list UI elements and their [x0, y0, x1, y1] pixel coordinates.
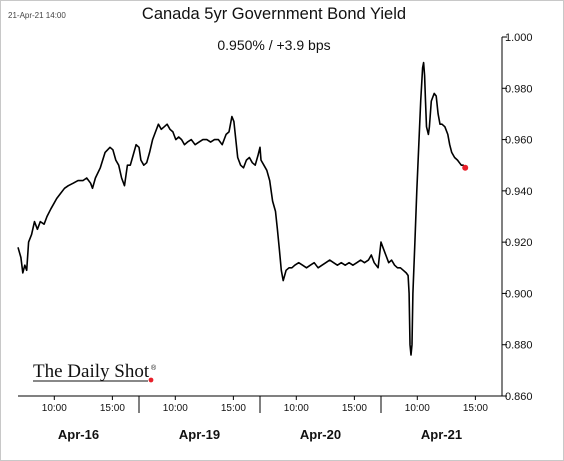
last-point-marker: [462, 164, 469, 171]
x-tick-label: 15:00: [221, 403, 246, 414]
y-tick-label: 0.900: [505, 288, 533, 300]
series-line: [17, 61, 466, 356]
y-tick-label: 0.940: [505, 186, 533, 198]
x-tick-label: 15:00: [342, 403, 367, 414]
x-day-label: Apr-20: [300, 427, 341, 442]
x-day-label: Apr-21: [421, 427, 462, 442]
y-tick-label: 0.920: [505, 237, 533, 249]
y-tick-label: 1.000: [505, 32, 533, 44]
axes: 0.860 0.880 0.900 0.920 0.940 0.960 0.980 1.000…: [18, 32, 533, 442]
y-tick-label: 0.880: [505, 340, 533, 352]
y-tick-label: 0.980: [505, 83, 533, 95]
x-tick-label: 10:00: [163, 403, 188, 414]
y-tick-label: 0.960: [505, 135, 533, 147]
x-day-label: Apr-16: [58, 427, 99, 442]
x-tick-label: 10:00: [42, 403, 67, 414]
plot-area: [17, 61, 469, 356]
logo-dot: [148, 377, 154, 383]
chart-title: Canada 5yr Government Bond Yield: [142, 5, 406, 23]
y-tick-label: 0.860: [505, 391, 533, 403]
x-tick-label: 10:00: [405, 403, 430, 414]
logo-text: The Daily Shot: [33, 361, 150, 382]
x-tick-label: 15:00: [100, 403, 125, 414]
logo-registered-mark: ®: [151, 364, 157, 372]
x-day-label: Apr-19: [179, 427, 220, 442]
x-tick-label: 15:00: [463, 403, 488, 414]
x-tick-label: 10:00: [284, 403, 309, 414]
chart-subtitle: 0.950% / +3.9 bps: [217, 37, 330, 53]
daily-shot-logo: The Daily Shot ®: [33, 361, 157, 383]
timestamp: 21-Apr-21 14:00: [8, 11, 66, 20]
